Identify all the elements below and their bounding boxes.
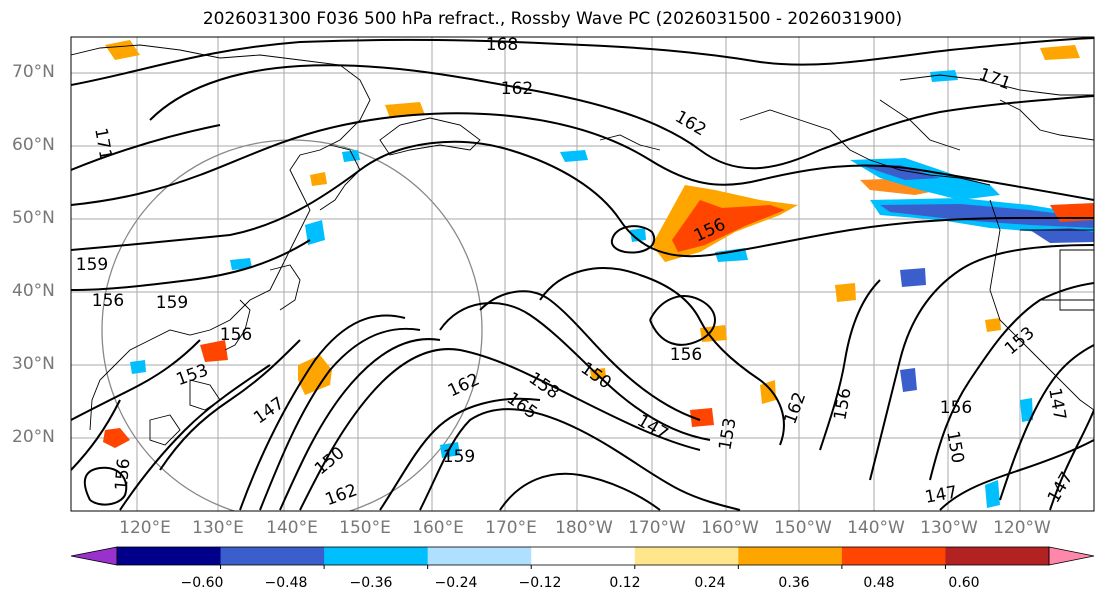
colorbar-segment (945, 547, 1050, 565)
lat-label-20n: 20°N (12, 427, 55, 447)
colorbar-tick-label: 0.48 (863, 575, 895, 591)
lat-label-60n: 60°N (12, 135, 55, 155)
coastlines (71, 44, 1094, 446)
lon-label-160e: 160°E (412, 518, 464, 538)
colorbar-segment (427, 547, 532, 565)
colorbar-tick-label: −0.12 (518, 575, 562, 591)
contour-label-168-top: 168 (486, 35, 518, 55)
lon-label-170w: 170°W (628, 518, 686, 538)
lon-label-120w: 120°W (993, 518, 1051, 538)
contour-label-162-top: 162 (501, 79, 533, 99)
colorbar-segment (841, 547, 946, 565)
lat-label-30n: 30°N (12, 354, 55, 374)
colorbar-tick-label: −0.24 (434, 575, 478, 591)
contour-label-159-west: 159 (76, 255, 108, 275)
lon-label-120e: 120°E (119, 518, 171, 538)
contour-label-156-japan: 156 (220, 325, 252, 345)
colorbar-tick-label: −0.36 (349, 575, 393, 591)
contour-lines (71, 37, 1094, 511)
map-title: 2026031300 F036 500 hPa refract., Rossby… (202, 9, 903, 29)
colorbar-segment (324, 547, 429, 565)
contour-label-159-japan: 159 (156, 293, 188, 313)
colorbar-tick-label: −0.48 (264, 575, 308, 591)
contour-label-159-south: 159 (443, 447, 475, 467)
colorbar-segment (634, 547, 739, 565)
colorbar-segment (531, 547, 636, 565)
contour-label-156-west: 156 (92, 291, 124, 311)
anomaly-shading (103, 40, 1094, 508)
lat-label-70n: 70°N (12, 62, 55, 82)
colorbar-tick-label: 0.12 (609, 575, 641, 591)
colorbar-extend-high (1048, 546, 1095, 566)
contour-label-156-far-east: 156 (940, 398, 972, 418)
colorbar-outline (116, 546, 1050, 566)
lon-label-150e: 150°E (339, 518, 391, 538)
lon-label-180w: 180°W (555, 518, 613, 538)
lat-label-50n: 50°N (12, 208, 55, 228)
contour-label-156-center: 156 (670, 345, 702, 365)
lon-label-130e: 130°E (192, 518, 244, 538)
lon-label-170e: 170°E (485, 518, 537, 538)
colorbar-segment (738, 547, 843, 565)
lon-label-140w: 140°W (847, 518, 905, 538)
colorbar (70, 546, 1095, 569)
colorbar-segment (117, 547, 222, 565)
colorbar-extend-low (70, 546, 118, 566)
colorbar-tick-label: −0.60 (180, 575, 224, 591)
lat-label-40n: 40°N (12, 281, 55, 301)
map-frame (70, 36, 1095, 512)
colorbar-tick-label: 0.24 (694, 575, 726, 591)
contour-label-group: 168 162 171 162 171 159 156 159 156 156 … (76, 35, 1078, 510)
gridlines (71, 37, 1094, 511)
colorbar-segment (220, 547, 325, 565)
lon-label-140e: 140°E (266, 518, 318, 538)
contour-label-156-sw: 156 (112, 458, 135, 492)
colorbar-tick-label: 0.60 (948, 575, 980, 591)
lon-label-130w: 130°W (920, 518, 978, 538)
lon-label-150w: 150°W (774, 518, 832, 538)
lon-label-160w: 160°W (701, 518, 759, 538)
colorbar-tick-label: 0.36 (778, 575, 810, 591)
